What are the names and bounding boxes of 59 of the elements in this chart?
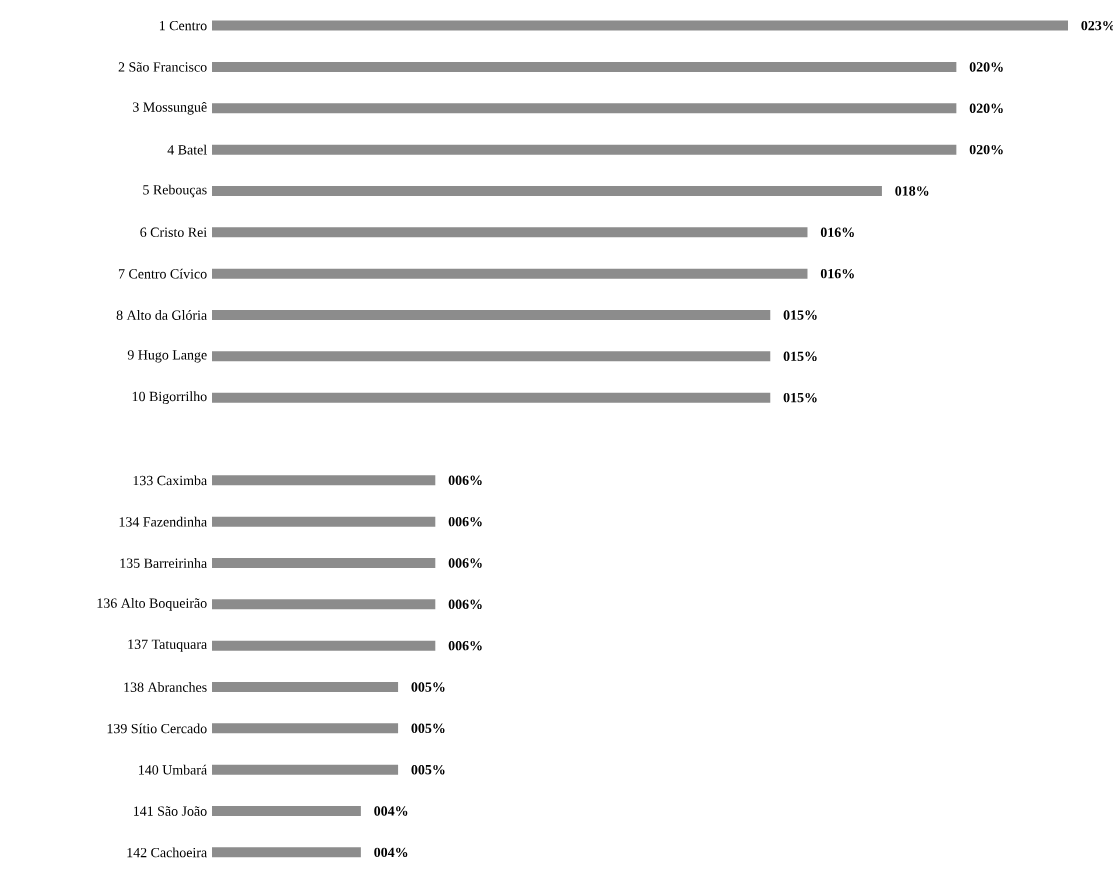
bar <box>212 185 882 196</box>
data-label: 005% <box>411 723 445 734</box>
y-tick-label: 3 Mossunguê <box>133 101 207 115</box>
y-tick-label: 6 Cristo Rei <box>140 227 207 237</box>
bar <box>212 475 436 486</box>
data-label: 015% <box>783 310 817 320</box>
y-tick-label: 138 Abranches <box>124 682 207 692</box>
bar <box>212 103 957 114</box>
data-label: 006% <box>448 516 482 527</box>
data-label: 006% <box>448 640 482 651</box>
data-label: 004% <box>374 847 408 858</box>
y-tick-label: 10 Bigorrilho <box>132 391 207 404</box>
data-label: 020% <box>969 103 1003 114</box>
y-tick-label: 5 Rebouças <box>143 184 207 198</box>
data-label: 006% <box>448 558 482 568</box>
y-tick-label: 2 São Francisco <box>118 62 207 72</box>
bar <box>212 723 399 734</box>
bar <box>212 20 1069 31</box>
data-label: 016% <box>820 268 854 279</box>
bar <box>212 268 808 279</box>
bar <box>212 558 436 569</box>
y-tick-label: 135 Barreirinha <box>120 558 207 568</box>
bar <box>212 640 436 651</box>
y-tick-label: 4 Batel <box>167 144 207 155</box>
data-label: 005% <box>411 682 445 692</box>
data-label: 005% <box>411 764 445 775</box>
data-label: 018% <box>895 186 929 196</box>
y-tick-label: 137 Tatuquara <box>128 639 207 652</box>
bar <box>212 144 957 155</box>
data-label: 020% <box>969 144 1003 155</box>
y-tick-label: 1 Centro <box>159 20 207 31</box>
data-label: 020% <box>969 62 1003 72</box>
y-tick-label: 139 Sítio Cercado <box>107 723 207 734</box>
y-tick-label: 141 São João <box>133 806 207 816</box>
y-tick-label: 142 Cachoeira <box>127 847 207 858</box>
data-label: 004% <box>374 806 408 816</box>
y-tick-label: 136 Alto Boqueirão <box>97 598 207 611</box>
data-label: 016% <box>820 227 854 238</box>
data-label: 006% <box>448 475 482 486</box>
y-tick-label: 133 Caximba <box>133 475 207 486</box>
bar <box>212 764 399 775</box>
y-tick-label: 140 Umbará <box>139 764 207 775</box>
data-label: 006% <box>448 599 482 610</box>
data-label: 015% <box>783 392 817 403</box>
bar <box>212 847 361 858</box>
bar <box>212 227 808 238</box>
y-tick-label: 7 Centro Cívico <box>118 268 207 279</box>
y-tick-label: 9 Hugo Lange <box>127 350 207 363</box>
bar <box>212 599 436 610</box>
y-tick-label: 8 Alto da Glória <box>116 310 207 320</box>
bar <box>212 682 399 693</box>
bar <box>212 392 771 403</box>
bar <box>212 61 957 72</box>
bar <box>212 806 361 817</box>
bar <box>212 516 436 527</box>
bar <box>212 309 771 320</box>
data-label: 015% <box>783 351 817 362</box>
y-tick-label: 134 Fazendinha <box>119 516 207 527</box>
bar <box>212 351 771 362</box>
